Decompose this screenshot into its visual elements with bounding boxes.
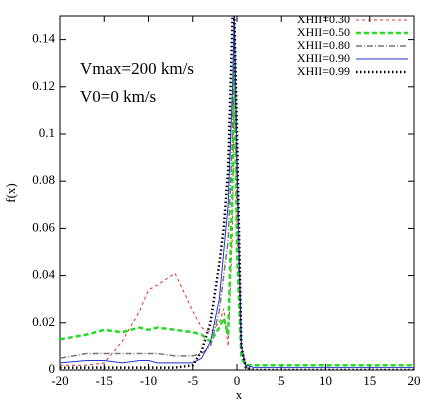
y-tick-label: 0.04: [32, 267, 55, 282]
y-tick-label: 0.1: [39, 125, 55, 140]
annotation: Vmax=200 km/s: [80, 59, 194, 78]
series-line: [60, 63, 414, 367]
legend-label: XHII=0.30: [297, 12, 350, 26]
plot-area: [60, 16, 414, 370]
x-tick-label: 5: [278, 373, 285, 388]
x-tick-label: 15: [363, 373, 376, 388]
series-line: [60, 16, 414, 370]
legend-label: XHII=0.50: [297, 25, 350, 39]
y-axis-label: f(x): [3, 183, 18, 203]
x-tick-label: -5: [187, 373, 198, 388]
series-line: [60, 16, 414, 370]
x-tick-label: -15: [96, 373, 113, 388]
x-tick-label: -10: [140, 373, 157, 388]
y-tick-label: 0.08: [32, 172, 55, 187]
x-axis-label: x: [236, 387, 243, 402]
x-tick-label: 10: [319, 373, 332, 388]
legend-label: XHII=0.80: [297, 38, 350, 52]
legend-label: XHII=0.90: [297, 51, 350, 65]
y-tick-label: 0.06: [32, 219, 55, 234]
y-tick-label: 0: [49, 361, 56, 376]
series-line: [60, 16, 414, 369]
series-line: [60, 63, 414, 370]
x-tick-label: 20: [408, 373, 421, 388]
x-tick-label: -20: [51, 373, 68, 388]
y-tick-label: 0.12: [32, 78, 55, 93]
x-tick-label: 0: [234, 373, 241, 388]
y-tick-label: 0.14: [32, 31, 55, 46]
legend-label: XHII=0.99: [297, 64, 350, 78]
annotation: V0=0 km/s: [80, 87, 156, 106]
y-tick-label: 0.02: [32, 314, 55, 329]
